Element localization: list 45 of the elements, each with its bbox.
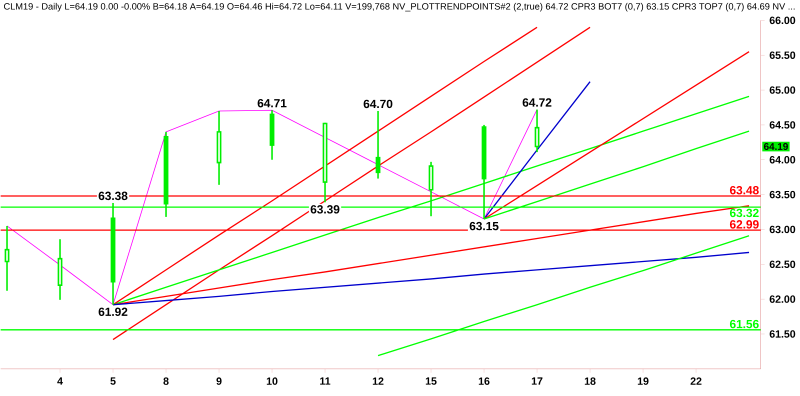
x-tick-label: 9: [216, 377, 222, 385]
x-tick-label: 8: [163, 377, 169, 385]
annotation: 64.19: [764, 142, 788, 150]
candlestick: [4, 224, 10, 292]
x-tick-label: 15: [426, 377, 437, 385]
candlestick: [58, 238, 62, 300]
candlestick: [428, 160, 434, 217]
y-tick-label: 64.00: [770, 156, 796, 164]
x-tick-label: 16: [478, 377, 490, 385]
candlestick: [376, 110, 380, 180]
y-tick-label: 65.00: [770, 86, 796, 94]
annotation: 63.38: [98, 191, 128, 200]
x-tick-label: 5: [110, 377, 116, 385]
annotation: 63.39: [310, 204, 340, 214]
chart-title: CLM19 - Daily: [4, 2, 62, 12]
candlestick: [164, 130, 168, 218]
x-tick-label: 12: [372, 377, 384, 385]
x-tick-label: 22: [690, 377, 702, 385]
x-tick-label: 17: [532, 377, 542, 384]
x-tick-label: 4: [57, 377, 63, 384]
y-tick-label: 61.50: [770, 330, 796, 338]
candlestick: [110, 202, 116, 306]
ref-line-label: 63.32: [730, 208, 759, 217]
annotation: 63.15: [470, 222, 499, 230]
ref-line-label: 63.48: [730, 186, 759, 194]
x-tick-label: 19: [638, 377, 649, 385]
y-tick-label: 65.50: [770, 51, 796, 59]
x-tick-label: 11: [320, 377, 330, 384]
annotation: 61.92: [98, 307, 128, 316]
annotation: 64.71: [258, 98, 287, 108]
annotation: 64.70: [364, 99, 392, 108]
ref-line-label: 61.56: [730, 320, 759, 328]
candlestick: [270, 109, 274, 160]
y-tick-label: 66.00: [770, 16, 796, 24]
y-tick-label: 63.00: [770, 226, 796, 233]
annotation: 64.72: [522, 98, 552, 106]
x-tick-label: 10: [266, 377, 278, 385]
chart-subtitle: L=64.19 0.00 -0.00% B=64.18 A=64.19 O=64.46 Hi=64.72 Lo=64.11 V=199,768 NV_PLOTTRENDPOINTS#2 (2,true) 64.72 CPR3 BOT7 (0,7) 63.15 CPR3 TOP7 (0,7) 64.69 NV ...: [65, 2, 795, 12]
y-tick-label: 62.50: [770, 260, 796, 268]
candlestick: [216, 110, 222, 186]
ref-line-label: 62.99: [730, 220, 759, 228]
y-tick-label: 62.00: [770, 295, 796, 303]
y-tick-label: 64.50: [770, 120, 796, 128]
x-tick-label: 18: [584, 377, 596, 385]
y-tick-label: 63.50: [770, 190, 796, 198]
